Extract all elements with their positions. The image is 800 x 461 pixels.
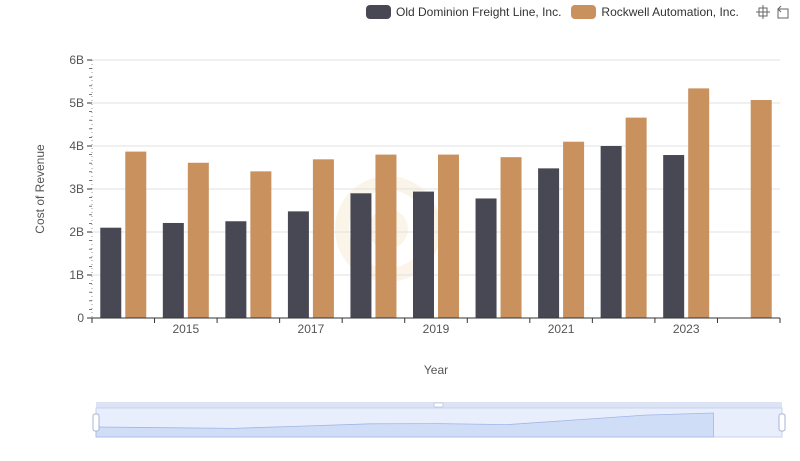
y-axis-label: Cost of Revenue — [33, 144, 47, 234]
legend-item-rockwell[interactable]: Rockwell Automation, Inc. — [571, 5, 739, 19]
legend-label-rockwell: Rockwell Automation, Inc. — [601, 5, 739, 19]
y-axis-ticks: 0 1B 2B 3B 4B 5B 6B — [69, 53, 92, 325]
legend: Old Dominion Freight Line, Inc. Rockwell… — [366, 4, 791, 20]
legend-item-old-dominion[interactable]: Old Dominion Freight Line, Inc. — [366, 5, 561, 19]
bar-old-dominion-2023[interactable] — [663, 155, 685, 318]
bar-old-dominion-2016[interactable] — [225, 221, 247, 318]
bar-old-dominion-2018[interactable] — [350, 193, 372, 318]
legend-swatch-rockwell — [571, 5, 597, 19]
slider-handle-left[interactable] — [92, 413, 100, 432]
bar-old-dominion-2014[interactable] — [100, 227, 122, 318]
bar-old-dominion-2020[interactable] — [475, 198, 497, 318]
y-tick-label: 1B — [69, 268, 84, 282]
y-tick-label: 3B — [69, 182, 84, 196]
bar-rockwell-2020[interactable] — [500, 157, 522, 318]
legend-swatch-old-dominion — [366, 5, 391, 19]
data-zoom-slider[interactable] — [92, 402, 786, 438]
restore-icon[interactable] — [775, 4, 791, 20]
bar-old-dominion-2021[interactable] — [538, 168, 560, 318]
bar-rockwell-2023[interactable] — [688, 88, 710, 318]
bar-old-dominion-2022[interactable] — [600, 146, 622, 318]
bar-rockwell-2021[interactable] — [563, 141, 585, 318]
bar-rockwell-2019[interactable] — [438, 154, 459, 318]
x-tick-label: 2023 — [673, 322, 700, 336]
x-tick-label: 2021 — [548, 322, 575, 336]
bar-rockwell-2018[interactable] — [375, 154, 397, 318]
bar-rockwell-2024[interactable] — [750, 99, 772, 319]
slider-handle-right[interactable] — [778, 413, 786, 432]
x-tick-label: 2017 — [298, 322, 325, 336]
bars — [100, 88, 772, 319]
y-tick-label: 0 — [77, 311, 84, 325]
slider-grip-top[interactable] — [433, 402, 444, 408]
bar-rockwell-2022[interactable] — [625, 117, 647, 319]
y-tick-label: 6B — [69, 53, 84, 67]
y-tick-label: 4B — [69, 139, 84, 153]
bar-old-dominion-2019[interactable] — [413, 191, 434, 318]
x-tick-label: 2019 — [423, 322, 450, 336]
slider-preview-area — [95, 412, 714, 438]
legend-label-old-dominion: Old Dominion Freight Line, Inc. — [396, 5, 562, 19]
x-axis-ticks: 2015 2017 2019 2021 2023 — [91, 318, 781, 336]
toolbox — [751, 4, 791, 20]
x-axis-label: Year — [424, 363, 448, 377]
bar-old-dominion-2015[interactable] — [162, 222, 184, 318]
bar-old-dominion-2017[interactable] — [287, 211, 309, 318]
zoom-icon[interactable] — [755, 4, 771, 20]
x-tick-label: 2015 — [172, 322, 199, 336]
y-tick-label: 2B — [69, 225, 84, 239]
bar-rockwell-2016[interactable] — [250, 171, 272, 318]
bar-rockwell-2015[interactable] — [187, 162, 209, 318]
y-tick-label: 5B — [69, 96, 84, 110]
bar-rockwell-2014[interactable] — [125, 151, 147, 318]
bar-rockwell-2017[interactable] — [312, 159, 334, 318]
